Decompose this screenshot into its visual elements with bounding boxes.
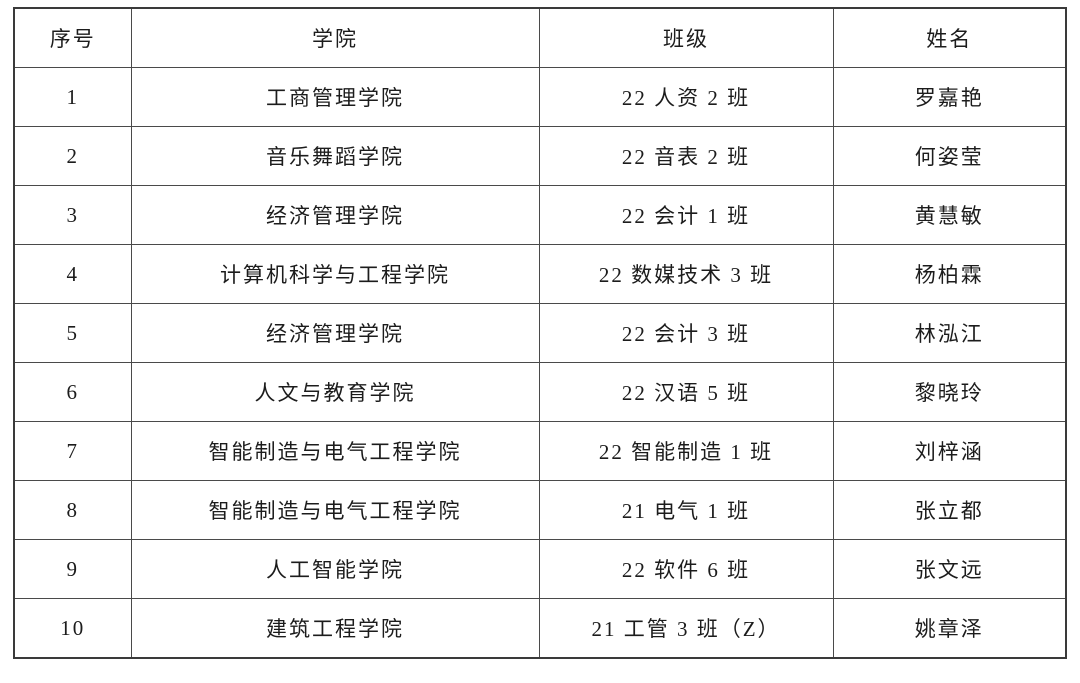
cell-seq: 10 (13, 598, 132, 659)
student-roster-table: 序号 学院 班级 姓名 1 工商管理学院 22 人资 2 班 罗嘉艳 2 音乐舞… (13, 7, 1067, 659)
cell-name: 林泓江 (832, 303, 1067, 363)
header-college: 学院 (130, 7, 540, 68)
table-row: 5 经济管理学院 22 会计 3 班 林泓江 (13, 303, 1067, 363)
cell-seq: 4 (13, 244, 132, 304)
cell-college: 经济管理学院 (130, 185, 540, 245)
table-row: 8 智能制造与电气工程学院 21 电气 1 班 张立都 (13, 480, 1067, 540)
header-class: 班级 (538, 7, 834, 68)
header-name: 姓名 (832, 7, 1067, 68)
table-row: 6 人文与教育学院 22 汉语 5 班 黎晓玲 (13, 362, 1067, 422)
cell-class: 22 汉语 5 班 (538, 362, 834, 422)
cell-college: 计算机科学与工程学院 (130, 244, 540, 304)
cell-seq: 3 (13, 185, 132, 245)
cell-name: 张文远 (832, 539, 1067, 599)
cell-college: 智能制造与电气工程学院 (130, 421, 540, 481)
cell-class: 22 软件 6 班 (538, 539, 834, 599)
table-row: 10 建筑工程学院 21 工管 3 班（Z） 姚章泽 (13, 598, 1067, 659)
cell-college: 智能制造与电气工程学院 (130, 480, 540, 540)
table-row: 4 计算机科学与工程学院 22 数媒技术 3 班 杨柏霖 (13, 244, 1067, 304)
cell-name: 黎晓玲 (832, 362, 1067, 422)
cell-seq: 9 (13, 539, 132, 599)
table-row: 3 经济管理学院 22 会计 1 班 黄慧敏 (13, 185, 1067, 245)
header-seq: 序号 (13, 7, 132, 68)
cell-college: 工商管理学院 (130, 67, 540, 127)
cell-college: 人文与教育学院 (130, 362, 540, 422)
cell-class: 21 电气 1 班 (538, 480, 834, 540)
cell-class: 22 会计 1 班 (538, 185, 834, 245)
cell-class: 21 工管 3 班（Z） (538, 598, 834, 659)
cell-name: 黄慧敏 (832, 185, 1067, 245)
cell-name: 何姿莹 (832, 126, 1067, 186)
cell-class: 22 会计 3 班 (538, 303, 834, 363)
cell-seq: 2 (13, 126, 132, 186)
cell-college: 人工智能学院 (130, 539, 540, 599)
cell-name: 罗嘉艳 (832, 67, 1067, 127)
cell-college: 经济管理学院 (130, 303, 540, 363)
cell-seq: 1 (13, 67, 132, 127)
cell-name: 刘梓涵 (832, 421, 1067, 481)
table-row: 2 音乐舞蹈学院 22 音表 2 班 何姿莹 (13, 126, 1067, 186)
table-row: 7 智能制造与电气工程学院 22 智能制造 1 班 刘梓涵 (13, 421, 1067, 481)
cell-name: 杨柏霖 (832, 244, 1067, 304)
cell-seq: 7 (13, 421, 132, 481)
cell-seq: 8 (13, 480, 132, 540)
cell-seq: 6 (13, 362, 132, 422)
cell-college: 音乐舞蹈学院 (130, 126, 540, 186)
cell-name: 张立都 (832, 480, 1067, 540)
cell-class: 22 智能制造 1 班 (538, 421, 834, 481)
cell-name: 姚章泽 (832, 598, 1067, 659)
table-row: 1 工商管理学院 22 人资 2 班 罗嘉艳 (13, 67, 1067, 127)
table-row: 9 人工智能学院 22 软件 6 班 张文远 (13, 539, 1067, 599)
table-header-row: 序号 学院 班级 姓名 (13, 7, 1067, 68)
cell-class: 22 数媒技术 3 班 (538, 244, 834, 304)
cell-college: 建筑工程学院 (130, 598, 540, 659)
cell-class: 22 人资 2 班 (538, 67, 834, 127)
cell-seq: 5 (13, 303, 132, 363)
cell-class: 22 音表 2 班 (538, 126, 834, 186)
